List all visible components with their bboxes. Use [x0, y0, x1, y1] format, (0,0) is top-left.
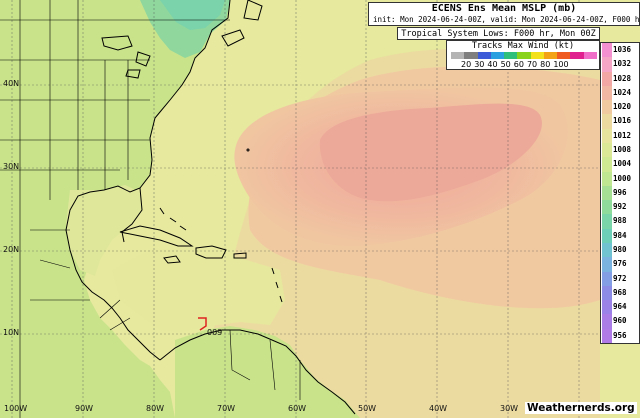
pressure-level-label: 956: [613, 330, 627, 340]
lat-label-40n: 40N: [3, 79, 20, 88]
pressure-level-label: 1008: [613, 145, 632, 154]
pressure-level-label: 972: [613, 273, 627, 283]
pressure-swatch: [602, 100, 612, 115]
caribbean-sea: [112, 248, 285, 332]
lon-label-70w: 70W: [217, 404, 236, 413]
system-id-label: 009: [207, 328, 223, 337]
title-box: ECENS Ens Mean MSLP (mb) init: Mon 2024-…: [368, 2, 640, 26]
pressure-swatch: [602, 328, 612, 343]
wind-legend-label: 50: [500, 60, 511, 69]
pressure-level-label: 996: [613, 187, 627, 197]
pressure-swatch: [602, 185, 612, 201]
map-title: ECENS Ens Mean MSLP (mb): [431, 3, 577, 14]
wind-color-swatch: [490, 52, 505, 59]
pressure-swatch: [602, 285, 612, 301]
pressure-swatch: [602, 114, 612, 129]
tropical-systems-label: Tropical System Lows: F000 hr, Mon 00Z: [401, 29, 596, 39]
pressure-level-label: 976: [613, 259, 627, 269]
gulf-of-mexico: [66, 185, 142, 276]
site-credit: Weathernerds.org: [525, 402, 637, 414]
pressure-swatch: [602, 171, 612, 186]
pressure-level-label: 960: [613, 316, 627, 326]
pressure-swatch: [602, 214, 612, 229]
pressure-swatch: [602, 85, 612, 101]
pressure-level-label: 988: [613, 216, 627, 226]
pressure-colorbar: 1036 1032 1028 1024 1020 1016 1012 1008 1004 1000…: [600, 42, 640, 344]
lat-label-30n: 30N: [3, 162, 20, 171]
pressure-level-label: 1036: [613, 45, 632, 54]
pressure-level-label: 1000: [613, 173, 632, 183]
pressure-swatch: [602, 200, 612, 215]
init-valid-line: init: Mon 2024-06-24-00Z, valid: Mon 202…: [373, 15, 640, 24]
coastlines: [65, 0, 356, 415]
lon-label-90w: 90W: [75, 404, 94, 413]
wind-color-swatch: [557, 52, 571, 59]
pressure-swatch: [602, 128, 612, 143]
lat-label-10n: 10N: [3, 328, 20, 337]
wind-color-swatch: [504, 52, 518, 59]
tropical-systems-box: Tropical System Lows: F000 hr, Mon 00Z: [397, 27, 600, 40]
south-america-land: [175, 326, 360, 418]
pressure-level-label: 1004: [613, 159, 632, 169]
pressure-swatch: [602, 243, 612, 258]
pressure-swatch: [602, 71, 612, 86]
wind-color-bar: [451, 52, 597, 59]
wind-legend-label: 30: [474, 60, 485, 69]
pressure-swatch: [602, 143, 612, 158]
lon-label-100w: 100W: [4, 404, 28, 413]
wind-legend-label: 70: [526, 60, 538, 69]
pressure-swatch: [602, 228, 612, 243]
north-america-land: [0, 0, 230, 418]
lon-label-80w: 80W: [146, 404, 165, 413]
pressure-level-label: 1032: [613, 59, 632, 69]
pressure-swatch: [602, 157, 612, 172]
wind-color-swatch: [570, 52, 584, 59]
wind-color-swatch: [477, 52, 491, 59]
pressure-swatch: [602, 43, 612, 58]
wind-legend-label: 100: [553, 60, 569, 69]
wind-color-swatch: [464, 52, 478, 59]
low-pressure-northeast-inner: [160, 0, 225, 30]
lon-label-30w: 30W: [500, 404, 519, 413]
pressure-level-label: 1024: [613, 87, 632, 97]
pressure-swatch: [602, 300, 612, 315]
pressure-level-label: 1028: [613, 73, 632, 83]
pressure-swatch: [602, 257, 612, 272]
lon-label-50w: 50W: [358, 404, 377, 413]
wind-color-swatch: [583, 52, 597, 59]
wind-legend-label: 40: [487, 60, 498, 69]
state-borders: [0, 0, 301, 418]
wind-color-swatch: [530, 52, 544, 59]
pressure-swatch: [602, 57, 612, 72]
wind-color-swatch: [517, 52, 531, 59]
pressure-level-label: 1020: [613, 102, 632, 112]
pressure-level-label: 984: [613, 230, 627, 240]
wind-color-swatch: [451, 52, 465, 59]
pressure-level-label: 964: [613, 302, 627, 312]
wind-legend-title: Tracks Max Wind (kt): [471, 41, 575, 51]
wind-legend-label: 20: [461, 60, 472, 69]
pressure-level-label: 968: [613, 287, 627, 297]
tropical-system-track: [198, 317, 207, 331]
wind-legend-labels: 20 30 40 50 60 70 80 100: [461, 60, 569, 69]
pressure-swatch: [602, 271, 612, 286]
pressure-level-label: 1012: [613, 130, 632, 140]
wind-color-swatch: [543, 52, 558, 59]
lat-label-20n: 20N: [3, 245, 20, 254]
lon-label-60w: 60W: [288, 404, 307, 413]
pressure-swatch: [602, 314, 612, 329]
graticule: [0, 0, 600, 418]
lon-label-40w: 40W: [429, 404, 448, 413]
pressure-level-label: 1016: [613, 116, 632, 126]
high-center: [319, 103, 542, 202]
wind-legend: Tracks Max Wind (kt) 20 30 40 50 60 70 80 100: [446, 40, 600, 70]
wind-legend-label: 60: [513, 60, 524, 69]
pressure-level-label: 992: [613, 202, 627, 212]
pressure-level-label: 980: [613, 245, 627, 254]
wind-legend-label: 80: [540, 60, 551, 69]
